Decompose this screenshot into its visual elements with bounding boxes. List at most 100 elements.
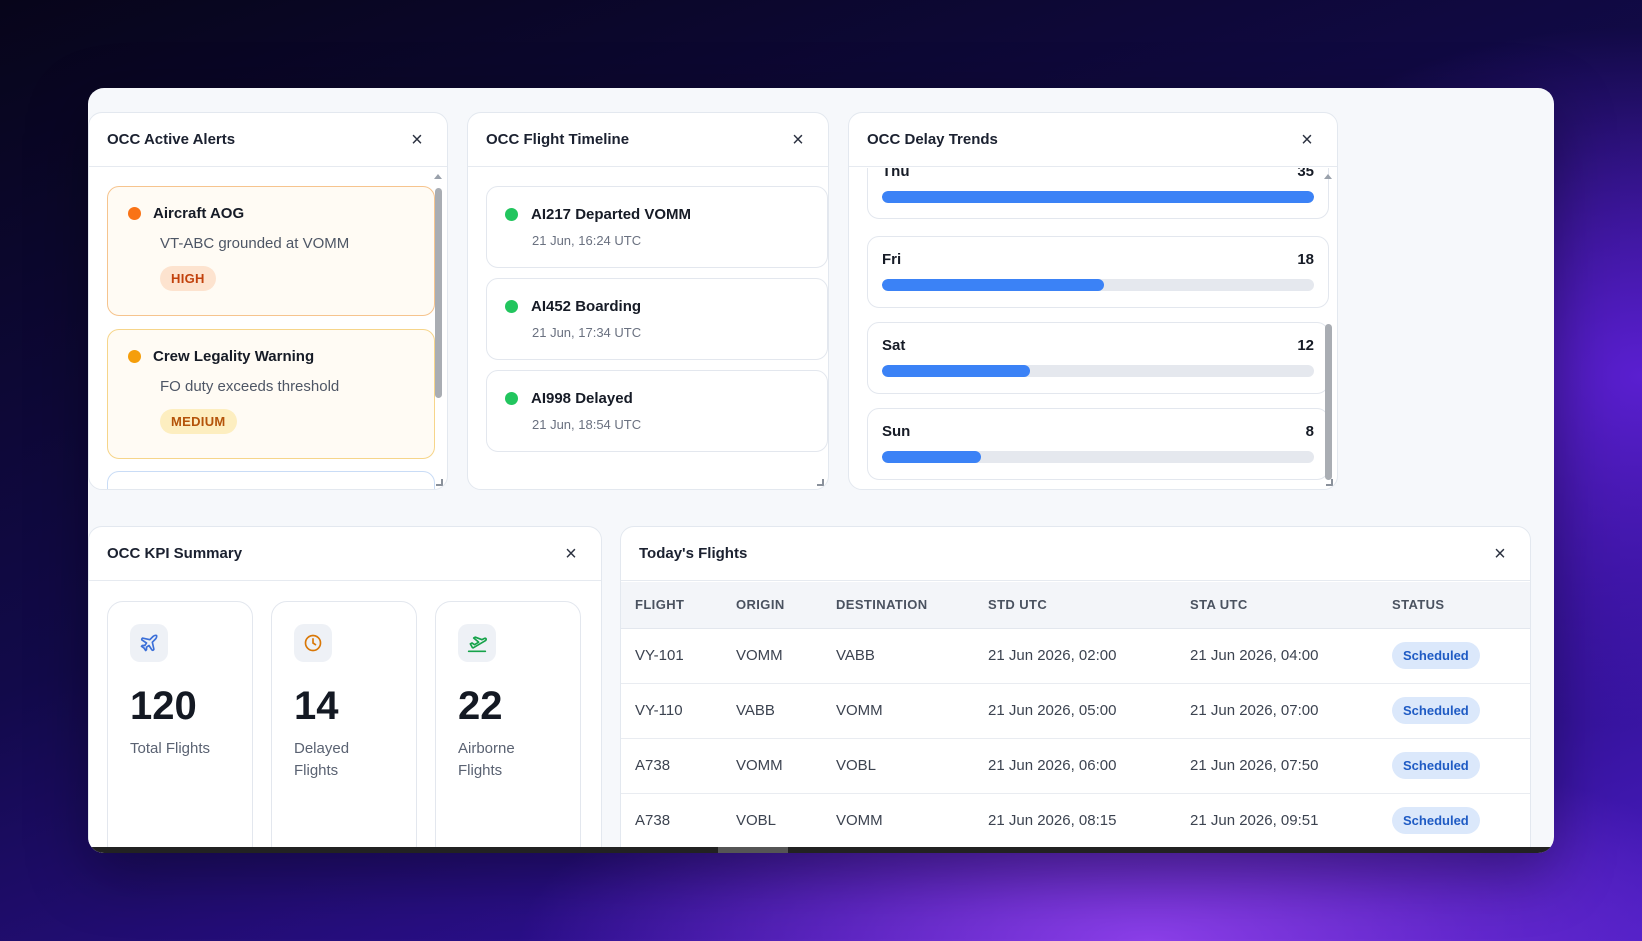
timeline-item[interactable]: AI452 Boarding 21 Jun, 17:34 UTC [486,278,828,360]
status-cell: Scheduled [1378,628,1530,684]
kpi-card-airborne: 22 Airborne Flights [435,601,581,853]
status-cell: Scheduled [1378,793,1530,849]
status-badge: Scheduled [1392,752,1480,779]
horizontal-scrollbar[interactable] [88,847,1554,853]
severity-dot-icon [128,207,141,220]
alert-title: Crew Legality Warning [153,348,315,365]
takeoff-icon [458,624,496,662]
status-badge: Scheduled [1392,697,1480,724]
column-header[interactable]: DESTINATION [822,582,974,629]
delay-bar-fill [882,279,1105,291]
severity-dot-icon [128,350,141,363]
alerts-panel: OCC Active Alerts × Aircraft AOG VT-ABC … [88,112,448,490]
delay-value: 18 [1297,251,1314,268]
panel-title: OCC Active Alerts [107,131,236,148]
delay-value: 8 [1305,423,1314,440]
status-dot-icon [505,208,518,221]
kpi-card-total: 120 Total Flights [107,601,253,853]
status-cell: Scheduled [1378,738,1530,794]
alert-card[interactable]: Crew Legality Warning FO duty exceeds th… [107,329,435,459]
scroll-thumb[interactable] [435,188,442,398]
table-row[interactable]: A738 VOMM VOBL 21 Jun 2026, 06:00 21 Jun… [621,738,1530,794]
delay-bar-fill [882,191,1314,203]
delay-bar-track [882,365,1314,377]
table-row[interactable]: VY-101 VOMM VABB 21 Jun 2026, 02:00 21 J… [621,628,1530,684]
kpi-label: Airborne Flights [458,740,515,779]
delay-bar-track [882,191,1314,203]
delay-trends-panel: OCC Delay Trends × Thu 35 Fri 18 Sat 12 Sun… [848,112,1338,490]
close-icon[interactable]: × [565,542,577,565]
alert-title: Aircraft AOG [153,205,245,222]
delay-value: 35 [1297,168,1314,180]
timeline-time: 21 Jun, 18:54 UTC [532,417,642,432]
table-cell: VABB [822,628,974,684]
close-icon[interactable]: × [411,128,423,151]
panel-title: OCC KPI Summary [107,545,243,562]
delay-item-sun: Sun 8 [867,408,1329,480]
vertical-scrollbar[interactable] [433,174,443,481]
kpi-value: 120 [130,684,197,728]
delay-day-label: Sun [882,423,911,440]
panel-title: OCC Delay Trends [867,131,998,148]
column-header[interactable]: STATUS [1378,582,1530,629]
kpi-panel-header: OCC KPI Summary × [89,527,601,581]
delay-bar-fill [882,365,1031,377]
table-cell: VOMM [822,683,974,739]
alert-subtitle: VT-ABC grounded at VOMM [160,235,350,252]
table-cell: 21 Jun 2026, 07:50 [1176,738,1378,794]
table-cell: 21 Jun 2026, 08:15 [974,793,1176,849]
delay-day-label: Sat [882,337,906,354]
table-cell: VOMM [822,793,974,849]
table-row[interactable]: A738 VOBL VOMM 21 Jun 2026, 08:15 21 Jun… [621,793,1530,849]
flights-panel: Today's Flights × FLIGHT ORIGIN DESTINAT… [620,526,1531,853]
status-cell: Scheduled [1378,683,1530,739]
column-header[interactable]: STA UTC [1176,582,1378,629]
timeline-item[interactable]: AI998 Delayed 21 Jun, 18:54 UTC [486,370,828,452]
alert-card[interactable]: Aircraft AOG VT-ABC grounded at VOMM HIG… [107,186,435,316]
timeline-item[interactable]: AI217 Departed VOMM 21 Jun, 16:24 UTC [486,186,828,268]
kpi-label: Total Flights [130,740,211,757]
flights-table-container[interactable]: FLIGHT ORIGIN DESTINATION STD UTC STA UT… [621,582,1530,853]
delay-item-thu: Thu 35 [867,168,1329,219]
delay-day-label: Fri [882,251,902,268]
timeline-panel: OCC Flight Timeline × AI217 Departed VOM… [467,112,829,490]
vertical-scrollbar[interactable] [1323,174,1333,481]
resize-grip-icon[interactable] [436,479,443,486]
close-icon[interactable]: × [1494,542,1506,565]
table-cell: 21 Jun 2026, 04:00 [1176,628,1378,684]
scroll-thumb[interactable] [1325,324,1332,480]
scroll-up-arrow-icon[interactable] [434,174,442,179]
column-header[interactable]: STD UTC [974,582,1176,629]
table-cell: VY-110 [621,683,722,739]
kpi-panel: OCC KPI Summary × 120 Total Flights 14 D… [88,526,602,853]
panel-title: Today's Flights [639,545,748,562]
status-badge: Scheduled [1392,642,1480,669]
occ-dashboard: OCC Active Alerts × Aircraft AOG VT-ABC … [88,88,1554,853]
status-dot-icon [505,392,518,405]
table-cell: VOBL [822,738,974,794]
close-icon[interactable]: × [1301,128,1313,151]
table-row[interactable]: VY-110 VABB VOMM 21 Jun 2026, 05:00 21 J… [621,683,1530,739]
delay-list[interactable]: Thu 35 Fri 18 Sat 12 Sun 8 [849,168,1337,489]
scroll-up-arrow-icon[interactable] [1324,174,1332,179]
table-cell: VOMM [722,738,822,794]
table-cell: 21 Jun 2026, 07:00 [1176,683,1378,739]
status-dot-icon [505,300,518,313]
resize-grip-icon[interactable] [817,479,824,486]
table-cell: 21 Jun 2026, 02:00 [974,628,1176,684]
table-cell: 21 Jun 2026, 05:00 [974,683,1176,739]
table-cell: VOMM [722,628,822,684]
severity-badge: MEDIUM [160,409,237,434]
delay-day-label: Thu [882,168,910,180]
column-header[interactable]: ORIGIN [722,582,822,629]
close-icon[interactable]: × [792,128,804,151]
resize-grip-icon[interactable] [1326,479,1333,486]
table-cell: VABB [722,683,822,739]
timeline-list: AI217 Departed VOMM 21 Jun, 16:24 UTC AI… [468,168,828,489]
scroll-thumb[interactable] [718,847,788,853]
kpi-cards: 120 Total Flights 14 Delayed Flights 22 … [89,582,601,853]
column-header[interactable]: FLIGHT [621,582,722,629]
alert-card[interactable] [107,471,435,489]
alerts-list[interactable]: Aircraft AOG VT-ABC grounded at VOMM HIG… [89,168,447,489]
kpi-value: 14 [294,684,339,728]
